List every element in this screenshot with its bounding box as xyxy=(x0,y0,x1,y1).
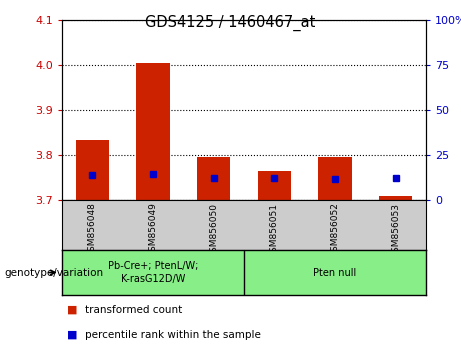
Bar xyxy=(136,63,170,200)
Text: GSM856051: GSM856051 xyxy=(270,202,279,257)
Bar xyxy=(318,157,352,200)
Text: ■: ■ xyxy=(66,330,77,340)
Text: transformed count: transformed count xyxy=(85,305,182,315)
Bar xyxy=(379,195,412,200)
Text: Pb-Cre+; PtenL/W;
K-rasG12D/W: Pb-Cre+; PtenL/W; K-rasG12D/W xyxy=(108,261,198,284)
Text: GSM856053: GSM856053 xyxy=(391,202,400,257)
Bar xyxy=(197,157,230,200)
Text: GSM856048: GSM856048 xyxy=(88,202,97,257)
Text: GSM856052: GSM856052 xyxy=(331,202,339,257)
Text: ■: ■ xyxy=(66,305,77,315)
Text: GSM856049: GSM856049 xyxy=(148,202,158,257)
Bar xyxy=(76,140,109,200)
Text: GDS4125 / 1460467_at: GDS4125 / 1460467_at xyxy=(145,15,316,31)
Text: GSM856050: GSM856050 xyxy=(209,202,218,257)
Text: Pten null: Pten null xyxy=(313,268,357,278)
Bar xyxy=(258,171,291,200)
Text: genotype/variation: genotype/variation xyxy=(5,268,104,278)
Text: percentile rank within the sample: percentile rank within the sample xyxy=(85,330,261,340)
